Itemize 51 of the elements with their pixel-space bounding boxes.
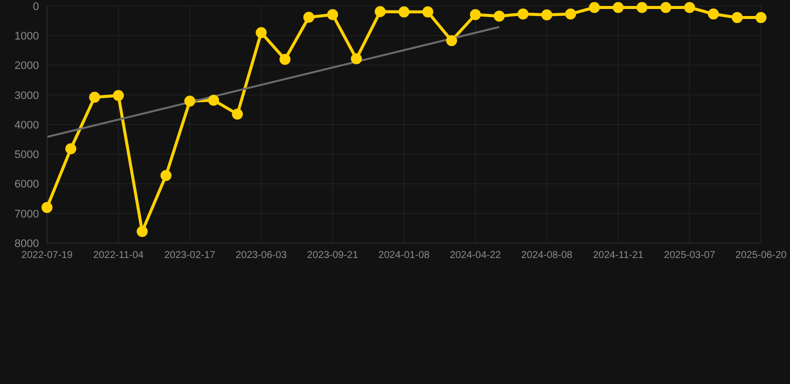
point: [65, 143, 76, 154]
point: [494, 10, 505, 22]
y-tick-label: 6000: [14, 178, 39, 191]
point: [398, 6, 410, 18]
point: [756, 12, 766, 24]
point: [732, 12, 743, 24]
point: [518, 8, 528, 20]
x-tick-label: 2022-07-19: [21, 250, 74, 262]
x-tick-label: 2022-11-04: [93, 250, 144, 262]
point: [374, 6, 386, 18]
x-tick-label: 2025-06-20: [735, 250, 788, 262]
point: [42, 202, 52, 213]
point: [446, 35, 458, 46]
point: [280, 54, 290, 65]
x-tick-label: 2024-01-08: [378, 250, 430, 262]
y-tick-label: 7000: [14, 208, 39, 220]
x-tick-label: 2023-02-17: [164, 250, 216, 262]
point: [303, 12, 314, 23]
point: [565, 8, 576, 20]
point: [89, 92, 100, 103]
y-tick-label: 1000: [14, 30, 39, 43]
y-tick-label: 4000: [14, 119, 39, 132]
x-tick-label: 2024-04-22: [450, 250, 502, 262]
point: [350, 53, 362, 64]
x-tick-label: 2024-11-21: [592, 250, 644, 262]
x-tick-label: 2023-09-21: [307, 250, 359, 262]
point: [541, 9, 552, 20]
point: [184, 96, 196, 107]
point: [660, 2, 672, 13]
y-tick-label: 2000: [14, 60, 39, 72]
point: [327, 9, 338, 20]
point: [470, 9, 481, 20]
y-tick-label: 8000: [14, 238, 39, 250]
y-tick-label: 0: [32, 0, 39, 13]
point: [684, 2, 696, 13]
y-tick-label: 3000: [14, 90, 39, 102]
point: [256, 27, 267, 38]
y-tick-label: 5000: [14, 149, 39, 162]
point: [136, 226, 148, 237]
x-tick-label: 2024-08-08: [521, 250, 573, 262]
point: [422, 6, 434, 18]
point: [160, 170, 172, 181]
point: [588, 2, 600, 13]
x-tick-label: 2025-03-07: [664, 250, 716, 262]
point: [208, 94, 220, 106]
point: [636, 2, 648, 13]
point: [708, 8, 719, 20]
point: [232, 108, 243, 120]
x-tick-label: 2023-06-03: [236, 250, 288, 262]
point: [112, 90, 124, 101]
point: [612, 2, 624, 13]
